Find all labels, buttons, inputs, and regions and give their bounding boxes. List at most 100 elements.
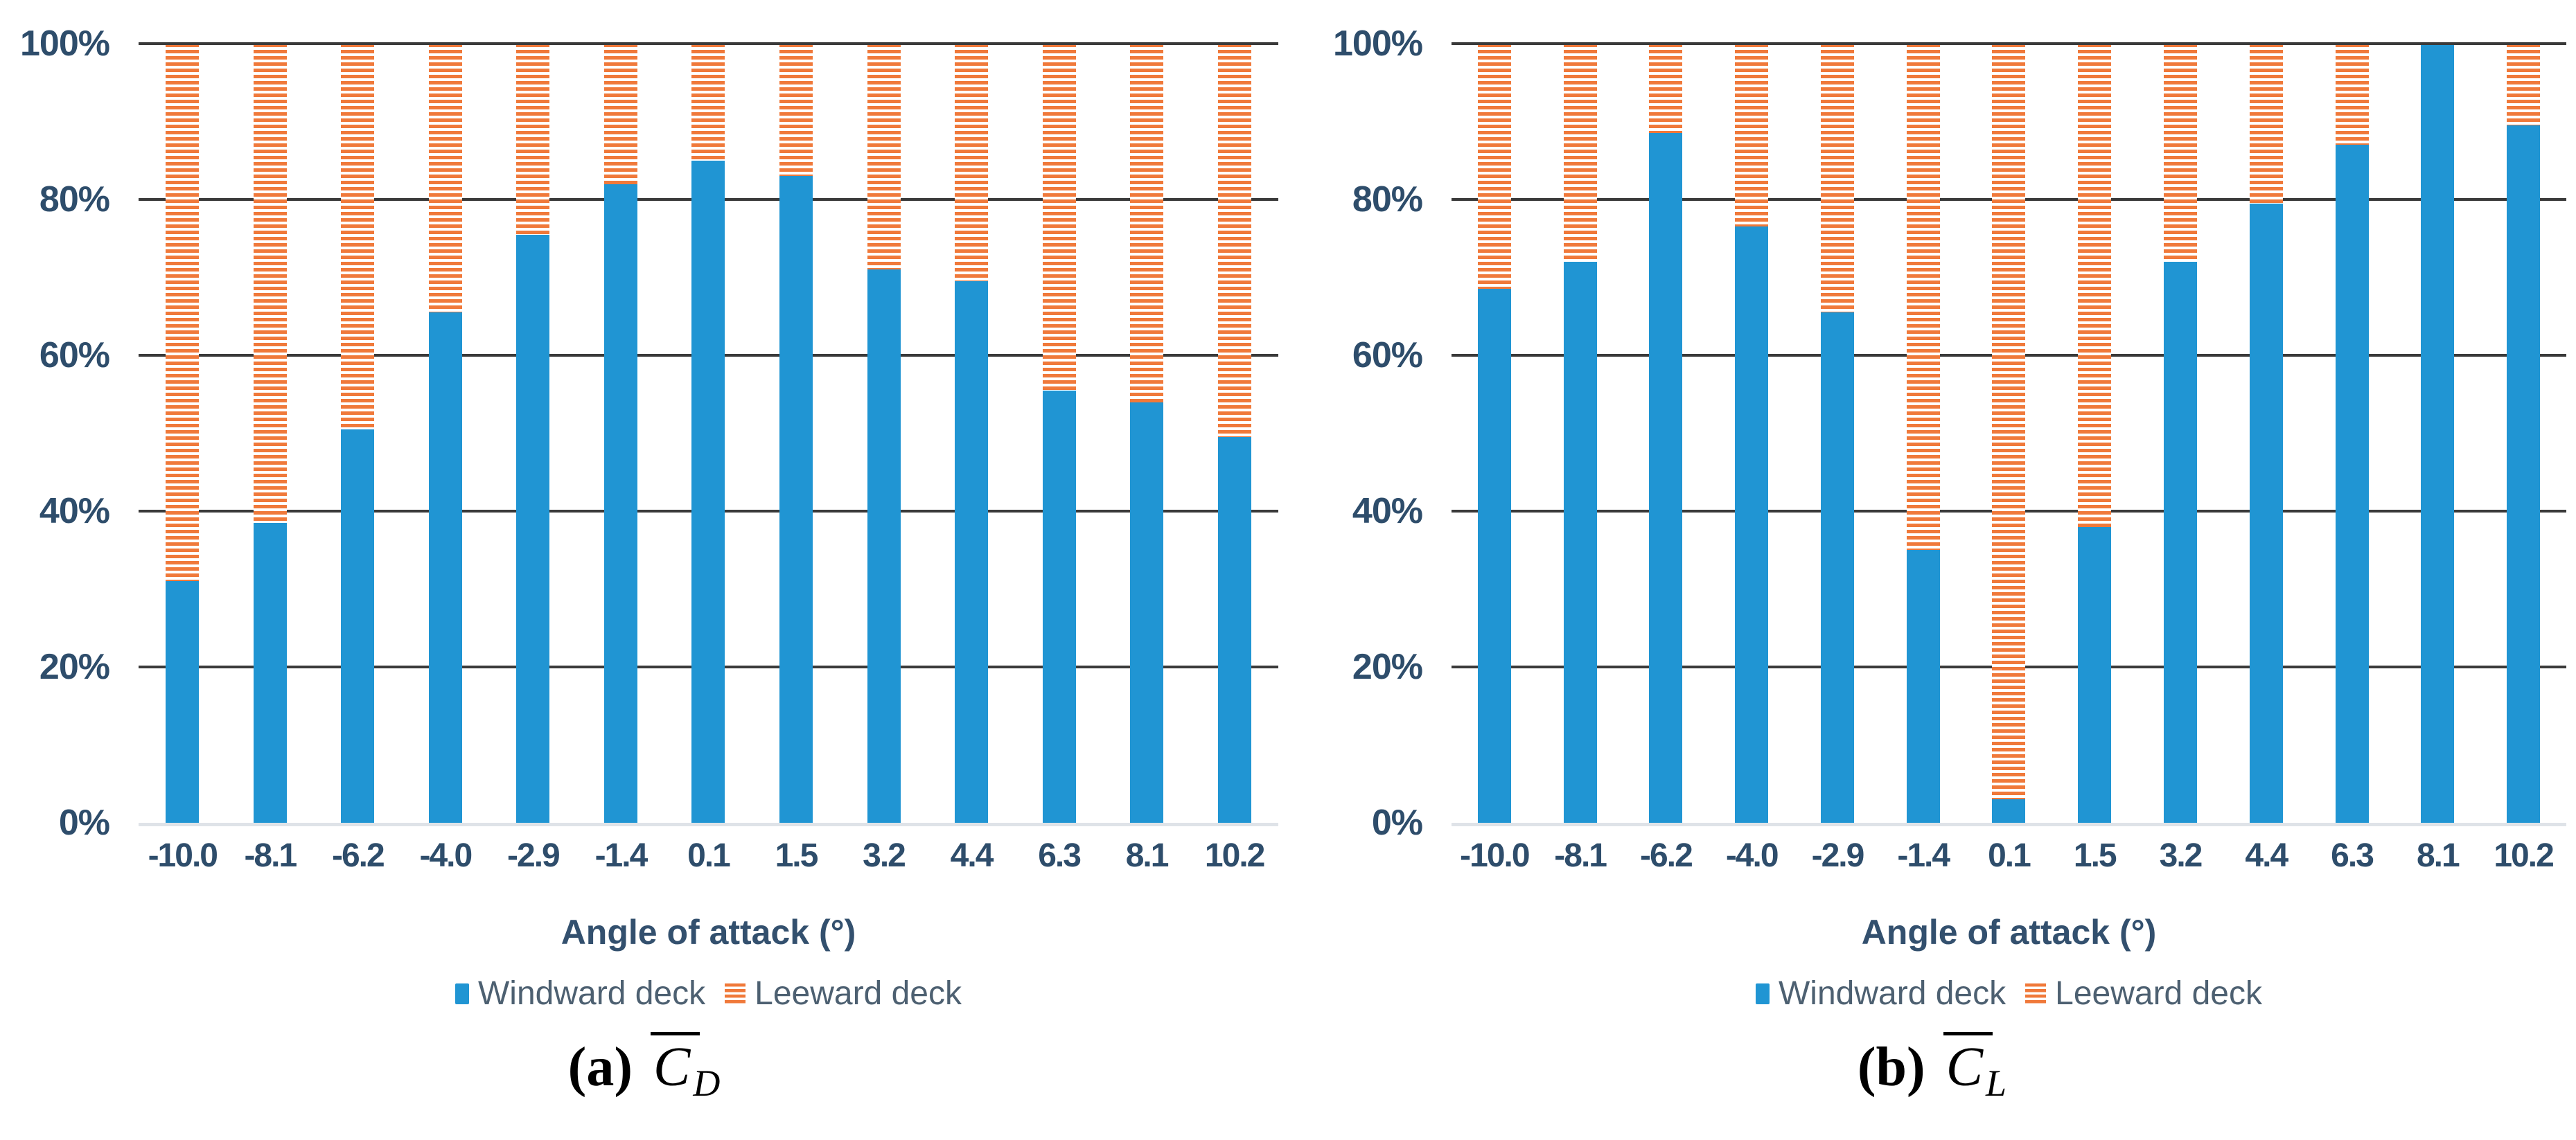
bar-group (489, 44, 577, 823)
windward-segment (691, 160, 725, 823)
windward-segment (1649, 133, 1683, 823)
windward-segment (428, 312, 462, 823)
stacked-bar--10.0 (1477, 44, 1511, 823)
y-tick-label: 80% (39, 179, 110, 220)
windward-segment (2507, 125, 2541, 823)
y-tick-label: 80% (1352, 179, 1423, 220)
bar-group (402, 44, 490, 823)
x-tick-label: 6.3 (2331, 837, 2374, 874)
bar-group (2052, 44, 2137, 823)
legend-item-leeward: Leeward deck (725, 974, 962, 1013)
caption: (b) CL (1288, 1032, 2576, 1105)
bar-group (1880, 44, 1966, 823)
bar-group (1537, 44, 1623, 823)
x-tick-label: -2.9 (507, 837, 561, 874)
legend-label: Leeward deck (755, 975, 962, 1012)
stacked-bar-10.2 (2507, 44, 2541, 823)
stacked-bar--8.1 (253, 44, 287, 823)
y-tick-label: 20% (39, 647, 110, 687)
leeward-segment (2164, 44, 2197, 262)
stacked-bar-6.3 (1042, 44, 1076, 823)
leeward-segment (603, 44, 637, 184)
windward-segment (779, 176, 813, 823)
x-tick-label: -2.9 (1811, 837, 1865, 874)
stacked-bar--2.9 (1820, 44, 1854, 823)
y-tick-label: 0% (58, 803, 110, 843)
stacked-bar-10.2 (1217, 44, 1251, 823)
bar-group (928, 44, 1016, 823)
y-axis-tick-labels: 100% 80% 60% 40% 20% 0% (0, 0, 139, 843)
bar-group (314, 44, 402, 823)
bar-group (1709, 44, 1794, 823)
stacked-bar-1.5 (779, 44, 813, 823)
legend-label: Windward deck (478, 975, 706, 1012)
leeward-segment (1477, 44, 1511, 290)
stacked-bar-8.1 (1130, 44, 1164, 823)
windward-segment (166, 581, 200, 823)
x-tick-label: 3.2 (2159, 837, 2203, 874)
windward-segment (1735, 226, 1769, 823)
legend-item-windward: Windward deck (455, 974, 705, 1013)
legend-label: Windward deck (1779, 975, 2006, 1012)
bar-group (1190, 44, 1278, 823)
leeward-segment (2507, 44, 2541, 126)
stacked-bar-0.1 (1992, 44, 2026, 823)
stacked-bar-0.1 (691, 44, 725, 823)
x-axis-title: Angle of attack (°) (1861, 913, 2157, 952)
stacked-bar--1.4 (603, 44, 637, 823)
y-tick-label: 100% (20, 24, 110, 64)
plot-area (139, 42, 1278, 826)
windward-segment (2078, 526, 2112, 823)
bar-group (664, 44, 752, 823)
leeward-segment (1217, 44, 1251, 438)
bar-group (1103, 44, 1191, 823)
windward-segment (253, 522, 287, 823)
windward-segment (603, 184, 637, 823)
x-tick-label: 6.3 (1038, 837, 1082, 874)
gridline-100 (1452, 42, 2566, 45)
bar-group (2394, 44, 2480, 823)
windward-segment (516, 234, 550, 823)
x-tick-label: 3.2 (863, 837, 906, 874)
x-tick-label: -6.2 (331, 837, 385, 874)
plot-area (1452, 42, 2566, 826)
x-tick-label: 1.5 (2073, 837, 2117, 874)
x-axis-tick-labels: -10.0 -8.1 -6.2 -4.0 -2.9 -1.4 0.1 1.5 3.2 4.4 6.3… (1452, 823, 2566, 875)
y-tick-label: 100% (1333, 24, 1423, 64)
x-tick-label: -1.4 (1897, 837, 1950, 874)
windward-swatch-icon (1756, 983, 1770, 1004)
leeward-segment (341, 44, 375, 429)
x-tick-label: -8.1 (1554, 837, 1607, 874)
stacked-bar--10.0 (166, 44, 200, 823)
bar-group (227, 44, 315, 823)
stacked-bar-3.2 (2164, 44, 2197, 823)
windward-segment (1992, 799, 2026, 823)
windward-segment (1477, 289, 1511, 823)
x-tick-label: 4.4 (950, 837, 994, 874)
x-tick-label: 10.2 (1204, 837, 1265, 874)
y-tick-label: 20% (1352, 647, 1423, 687)
leeward-segment (2335, 44, 2369, 145)
caption-subscript: L (1986, 1062, 2007, 1105)
bar-group (1794, 44, 1880, 823)
x-tick-label: 4.4 (2245, 837, 2288, 874)
windward-segment (2164, 262, 2197, 823)
leeward-segment (1735, 44, 1769, 227)
bar-group (752, 44, 840, 823)
x-axis-baseline (1452, 823, 2566, 826)
bar-group (2309, 44, 2395, 823)
leeward-segment (1042, 44, 1076, 391)
stacked-bar-6.3 (2335, 44, 2369, 823)
x-axis-title: Angle of attack (°) (561, 913, 856, 952)
stacked-bar--8.1 (1563, 44, 1597, 823)
leeward-segment (955, 44, 989, 282)
leeward-segment (1820, 44, 1854, 313)
caption-symbol: C (653, 1037, 691, 1098)
y-axis-tick-labels: 100% 80% 60% 40% 20% 0% (1288, 0, 1452, 843)
windward-segment (867, 269, 901, 823)
x-tick-label: 0.1 (687, 837, 731, 874)
leeward-segment (1563, 44, 1597, 262)
caption-formula: CD (650, 1032, 720, 1104)
plot-row: 100% 80% 60% 40% 20% 0% (1288, 0, 2576, 843)
caption-symbol: C (1946, 1037, 1984, 1098)
